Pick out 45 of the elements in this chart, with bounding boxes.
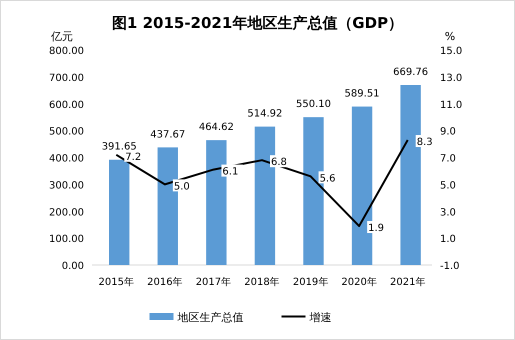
y2-tick-label: 13.0 [440,72,462,84]
y-tick-label: 0.00 [62,261,84,272]
y-tick-label: 400.00 [49,154,84,164]
y2-tick-label: 15.0 [440,46,462,57]
y-tick-label: 600.00 [49,100,84,111]
y2-tick-label: 7.0 [440,154,456,164]
y-axis-title: 亿元 [50,30,73,43]
legend-label: 地区生产总值 [176,311,244,324]
y-tick-label: 700.00 [49,72,84,84]
data-label: 8.3 [416,137,433,148]
data-label: 7.2 [125,152,142,163]
data-label: 437.67 [150,129,186,140]
y2-tick-label: 9.0 [440,126,456,138]
y-tick-label: 500.00 [49,126,84,138]
data-label: 514.92 [247,108,282,120]
data-label: 5.0 [174,181,190,192]
x-tick-label: 2018年 [244,276,280,288]
data-label: 1.9 [368,223,384,234]
y-tick-label: 100.00 [49,234,84,246]
data-label: 464.62 [198,122,234,134]
data-label: 6.1 [222,166,238,178]
data-label: 6.8 [271,157,287,168]
y2-tick-label: 3.0 [440,207,456,218]
data-label: 669.76 [393,67,428,78]
legend-label: 增速 [308,311,332,324]
data-label: 391.65 [102,142,137,153]
x-tick-label: 2019年 [292,276,328,288]
chart-title: 图1 2015-2021年地区生产总值（GDP） [112,14,404,32]
data-label: 5.6 [320,173,336,184]
x-tick-label: 2015年 [98,276,134,288]
data-label: 589.51 [344,88,380,100]
x-tick-label: 2016年 [147,276,183,288]
x-tick-label: 2021年 [390,276,426,288]
y-tick-label: 800.00 [49,46,84,57]
data-label: 550.10 [296,99,331,110]
y2-tick-label: -1.0 [440,261,460,272]
x-tick-label: 2020年 [341,276,377,288]
y2-tick-label: 1.0 [440,234,456,246]
y2-axis-title: % [444,30,456,43]
x-tick-label: 2017年 [196,276,232,288]
y-tick-label: 300.00 [49,180,84,192]
y-tick-label: 200.00 [49,207,84,218]
y2-tick-label: 5.0 [440,180,456,192]
y2-tick-label: 11.0 [440,100,462,111]
bar [109,160,130,265]
